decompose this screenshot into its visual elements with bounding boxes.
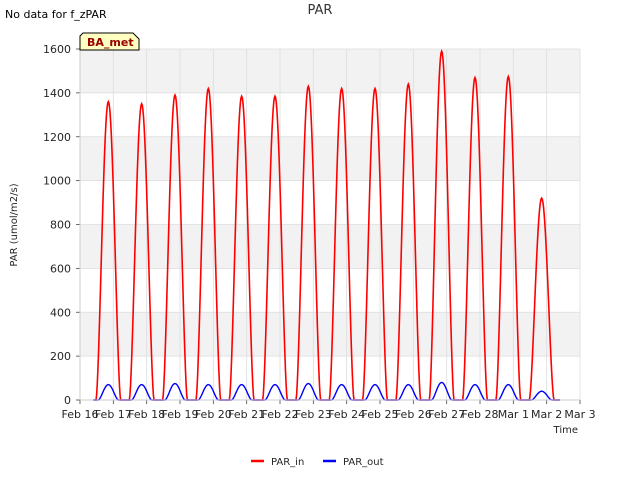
- y-tick-label: 0: [64, 394, 71, 407]
- x-tick-label: Feb 23: [295, 408, 332, 421]
- x-tick-label: Feb 18: [128, 408, 165, 421]
- y-tick-label: 1200: [43, 131, 71, 144]
- y-tick-label: 1600: [43, 43, 71, 56]
- background-band: [80, 312, 580, 357]
- x-tick-label: Mar 3: [564, 408, 595, 421]
- y-tick-label: 1400: [43, 87, 71, 100]
- background-bands: [80, 49, 580, 400]
- legend-label-par-in: PAR_in: [271, 457, 304, 468]
- x-tick-label: Feb 17: [95, 408, 132, 421]
- background-band: [80, 224, 580, 269]
- background-band: [80, 136, 580, 181]
- chart-title: PAR: [307, 3, 333, 18]
- x-tick-label: Feb 24: [328, 408, 365, 421]
- y-axis-label: PAR (umol/m2/s): [9, 183, 20, 266]
- legend: PAR_in PAR_out: [251, 457, 384, 468]
- axes: [76, 48, 581, 404]
- x-tick-label: Feb 26: [395, 408, 432, 421]
- x-axis-label: Time: [553, 425, 578, 436]
- x-tick-label: Feb 28: [462, 408, 499, 421]
- x-tick-label: Feb 19: [162, 408, 199, 421]
- background-band: [80, 49, 580, 93]
- y-tick-label: 1000: [43, 175, 71, 188]
- x-tick-label: Mar 2: [531, 408, 562, 421]
- x-tick-label: Feb 27: [428, 408, 465, 421]
- no-data-note: No data for f_zPAR: [5, 8, 107, 21]
- y-tick-label: 800: [50, 219, 71, 232]
- gridlines: [79, 48, 581, 401]
- legend-label-par-out: PAR_out: [343, 457, 384, 468]
- y-tick-label: 600: [50, 262, 71, 275]
- y-tick-label: 200: [50, 350, 71, 363]
- x-tick-label: Feb 22: [262, 408, 299, 421]
- x-tick-label: Feb 21: [228, 408, 265, 421]
- y-tick-label: 400: [50, 306, 71, 319]
- badge-label: BA_met: [87, 36, 134, 49]
- x-tick-label: Feb 25: [362, 408, 399, 421]
- x-tick-label: Feb 16: [62, 408, 99, 421]
- x-tick-label: Feb 20: [195, 408, 232, 421]
- x-tick-label: Mar 1: [498, 408, 529, 421]
- ba-met-badge: BA_met: [79, 32, 140, 51]
